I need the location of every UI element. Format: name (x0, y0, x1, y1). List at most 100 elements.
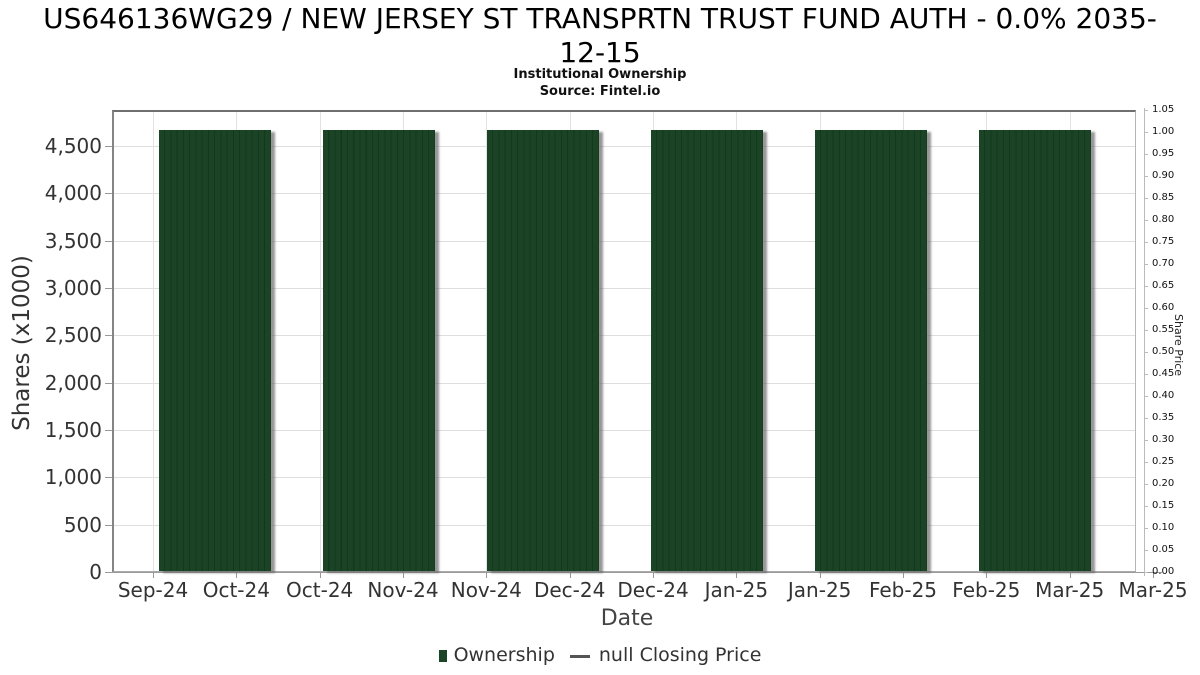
left-axis-tick-label: 0 (89, 560, 102, 584)
left-axis-tick-label: 4,500 (44, 133, 102, 158)
gridline-horizontal (114, 287, 1135, 289)
x-axis-title: Date (600, 606, 654, 631)
x-axis-tick-mark (986, 573, 988, 578)
right-axis-tick-mark (1144, 462, 1148, 463)
right-axis-tick-mark (1144, 154, 1148, 155)
right-axis-tick-mark (1144, 308, 1148, 309)
gridline-vertical (319, 112, 321, 571)
right-axis-tick-label: 0.95 (1152, 148, 1175, 159)
right-axis-tick-label: 0.40 (1152, 390, 1175, 401)
ownership-legend-label[interactable]: Ownership (453, 644, 555, 666)
left-axis-tick-label: 4,000 (44, 181, 102, 206)
left-axis-tick-label: 1,000 (44, 465, 102, 490)
left-axis-tick-label: 2,000 (44, 370, 102, 395)
right-axis-tick-mark (1144, 484, 1148, 485)
right-axis-tick-mark (1144, 286, 1148, 287)
gridline-horizontal (114, 429, 1135, 431)
x-axis-tick-mark (1153, 573, 1154, 578)
right-axis-tick-label: 0.70 (1152, 258, 1175, 269)
x-axis-tick-mark (486, 573, 488, 578)
gridline-horizontal (114, 145, 1135, 147)
right-axis-tick-label: 0.20 (1152, 478, 1175, 489)
right-axis-tick-label: 0.05 (1152, 544, 1175, 555)
gridline-horizontal (114, 524, 1135, 526)
left-axis-tick-label: 1,500 (44, 417, 102, 442)
left-axis-tick-mark (105, 382, 112, 384)
x-axis-tick-mark (153, 573, 154, 578)
legend: Ownership null Closing Price (0, 644, 1200, 666)
gridline-vertical (486, 112, 488, 571)
right-axis-tick-label: 1.05 (1152, 104, 1175, 115)
ownership-bar[interactable] (815, 129, 927, 571)
left-axis-tick-label: 2,500 (44, 323, 102, 348)
right-axis-tick-mark (1144, 242, 1148, 243)
gridline-vertical (153, 112, 154, 571)
x-axis-tick-mark (1069, 573, 1071, 578)
chart-title: US646136WG29 / NEW JERSEY ST TRANSPRTN T… (43, 2, 1157, 70)
right-axis-tick-mark (1144, 352, 1148, 353)
chart-source: Source: Fintel.io (539, 84, 661, 99)
plot-area (112, 110, 1136, 572)
x-axis-tick-label: Nov-24 (367, 578, 439, 602)
right-axis-tick-label: 0.15 (1152, 500, 1175, 511)
left-axis-tick-mark (105, 524, 112, 526)
x-axis-tick-label: Oct-24 (286, 578, 354, 602)
right-axis-tick-mark (1144, 132, 1148, 133)
right-axis-tick-label: 0.90 (1152, 170, 1175, 181)
right-axis-tick-mark (1144, 110, 1148, 111)
closing-price-legend-line[interactable] (569, 654, 590, 658)
gridline-horizontal (114, 240, 1135, 242)
x-axis-line (108, 572, 1162, 573)
ownership-bar[interactable] (323, 129, 435, 571)
x-axis-tick-mark (653, 573, 654, 578)
chart-subtitle: Institutional Ownership (513, 67, 687, 82)
right-axis-tick-label: 1.00 (1152, 126, 1175, 137)
right-axis-tick-mark (1144, 220, 1148, 221)
right-axis-tick-mark (1144, 506, 1148, 507)
x-axis-tick-label: Nov-24 (450, 578, 522, 602)
gridline-horizontal (114, 335, 1135, 337)
gridline-horizontal (114, 382, 1135, 384)
right-axis-tick-label: 0.25 (1152, 456, 1175, 467)
x-axis-tick-mark (903, 573, 904, 578)
gridline-horizontal (114, 193, 1135, 195)
closing-price-legend-label[interactable]: null Closing Price (598, 644, 762, 666)
right-axis-tick-mark (1144, 396, 1148, 397)
right-axis-line (1144, 108, 1145, 576)
right-axis-tick-label: 0.65 (1152, 280, 1175, 291)
right-axis-tick-label: 0.60 (1152, 302, 1175, 313)
ownership-bar[interactable] (979, 129, 1091, 571)
right-axis-tick-mark (1144, 528, 1148, 529)
x-axis-tick-mark (236, 573, 238, 578)
right-axis-tick-label: 0.55 (1152, 324, 1175, 335)
left-axis-tick-mark (105, 287, 112, 289)
right-axis-tick-label: 0.75 (1152, 236, 1175, 247)
ownership-bar[interactable] (651, 129, 763, 571)
left-axis-tick-mark (105, 145, 112, 147)
right-axis-tick-label: 0.00 (1152, 566, 1175, 577)
gridline-horizontal (114, 477, 1135, 479)
left-axis-tick-mark (105, 429, 112, 431)
x-axis-tick-label: Mar-25 (1035, 578, 1105, 602)
right-axis-tick-mark (1144, 418, 1148, 419)
right-axis-tick-mark (1144, 198, 1148, 199)
left-axis-tick-label: 3,000 (44, 275, 102, 300)
ownership-bar[interactable] (487, 129, 599, 571)
x-axis-tick-label: Feb-25 (868, 578, 938, 602)
right-axis-tick-label: 0.85 (1152, 192, 1175, 203)
x-axis-tick-label: Mar-25 (1118, 578, 1188, 602)
ownership-bar[interactable] (159, 129, 271, 571)
right-axis-tick-label: 0.35 (1152, 412, 1175, 423)
left-axis-tick-mark (105, 335, 112, 337)
left-axis-tick-label: 500 (63, 512, 102, 537)
x-axis-tick-label: Sep-24 (117, 578, 189, 602)
x-axis-tick-label: Dec-24 (617, 578, 689, 602)
left-axis-tick-mark (105, 193, 112, 195)
right-axis-tick-label: 0.45 (1152, 368, 1175, 379)
right-axis-title: Share Price (1172, 313, 1185, 377)
x-axis-tick-label: Jan-25 (787, 578, 852, 602)
ownership-legend-swatch[interactable] (438, 650, 447, 662)
x-axis-tick-mark (319, 573, 321, 578)
x-axis-tick-label: Jan-25 (704, 578, 769, 602)
